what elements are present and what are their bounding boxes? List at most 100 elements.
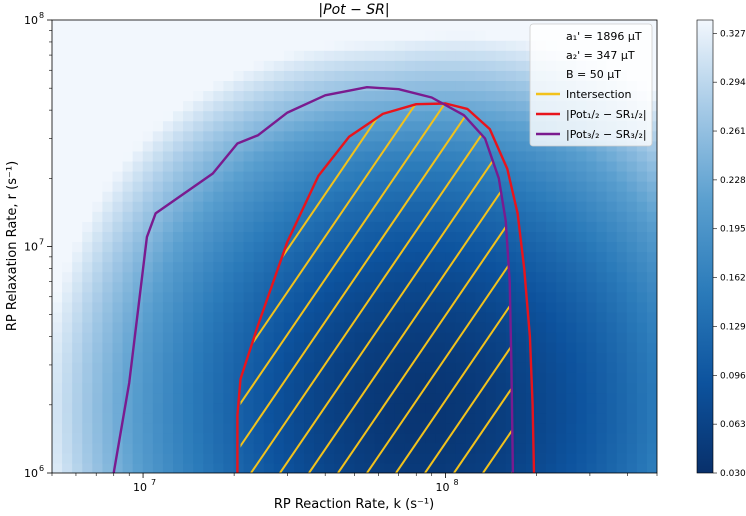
heatmap-cell bbox=[354, 40, 366, 51]
heatmap-cell bbox=[566, 372, 577, 383]
heatmap-cell bbox=[334, 322, 346, 333]
heatmap-cell bbox=[213, 211, 225, 222]
heatmap-cell bbox=[576, 432, 588, 444]
heatmap-cell bbox=[122, 80, 134, 92]
heatmap-cell bbox=[122, 352, 134, 363]
heatmap-cell bbox=[616, 261, 628, 273]
heatmap-cell bbox=[183, 120, 194, 132]
heatmap-cell bbox=[606, 462, 618, 473]
heatmap-cell bbox=[62, 100, 73, 112]
heatmap-cell bbox=[72, 160, 83, 172]
heatmap-cell bbox=[364, 140, 376, 152]
heatmap-cell bbox=[213, 332, 225, 343]
heatmap-cell bbox=[495, 70, 507, 81]
heatmap-cell bbox=[294, 442, 305, 454]
heatmap-cell bbox=[586, 301, 598, 313]
heatmap-cell bbox=[152, 382, 164, 394]
heatmap-cell bbox=[465, 90, 477, 102]
heatmap-cell bbox=[273, 442, 285, 454]
heatmap-cell bbox=[72, 422, 83, 434]
heatmap-cell bbox=[485, 100, 497, 112]
heatmap-cell bbox=[525, 181, 537, 192]
heatmap-cell bbox=[425, 90, 436, 102]
heatmap-cell bbox=[586, 452, 598, 464]
heatmap-cell bbox=[364, 382, 376, 394]
heatmap-cell bbox=[304, 110, 315, 122]
heatmap-cell bbox=[505, 80, 517, 92]
heatmap-cell bbox=[223, 30, 235, 41]
heatmap-cell bbox=[546, 311, 557, 323]
heatmap-cell bbox=[334, 171, 346, 182]
heatmap-cell bbox=[515, 70, 527, 81]
heatmap-cell bbox=[162, 422, 174, 434]
heatmap-cell bbox=[404, 90, 416, 102]
heatmap-cell bbox=[193, 362, 204, 373]
heatmap-cell bbox=[485, 241, 497, 253]
heatmap-cell bbox=[465, 110, 477, 122]
heatmap-cell bbox=[92, 271, 104, 283]
heatmap-cell bbox=[223, 120, 235, 132]
heatmap-cell bbox=[586, 160, 598, 172]
heatmap-cell bbox=[445, 402, 456, 414]
heatmap-cell bbox=[596, 201, 608, 212]
heatmap-cell bbox=[122, 181, 134, 192]
heatmap-cell bbox=[72, 342, 83, 353]
heatmap-cell bbox=[455, 392, 467, 404]
heatmap-cell bbox=[142, 160, 154, 172]
heatmap-cell bbox=[354, 70, 366, 81]
heatmap-cell bbox=[243, 110, 255, 122]
heatmap-cell bbox=[304, 181, 315, 192]
heatmap-cell bbox=[253, 342, 265, 353]
heatmap-cell bbox=[72, 100, 83, 112]
heatmap-cell bbox=[183, 291, 194, 303]
heatmap-cell bbox=[122, 40, 134, 51]
heatmap-cell bbox=[304, 251, 315, 263]
heatmap-cell bbox=[233, 452, 245, 464]
heatmap-cell bbox=[404, 311, 416, 323]
heatmap-cell bbox=[354, 301, 366, 313]
heatmap-cell bbox=[596, 221, 608, 232]
heatmap-cell bbox=[183, 392, 194, 404]
heatmap-cell bbox=[62, 261, 73, 273]
heatmap-cell bbox=[294, 342, 305, 353]
heatmap-cell bbox=[626, 181, 638, 192]
heatmap-cell bbox=[425, 221, 436, 232]
heatmap-cell bbox=[425, 231, 436, 243]
heatmap-cell bbox=[173, 261, 184, 273]
heatmap-cell bbox=[112, 50, 124, 61]
heatmap-cell bbox=[344, 60, 356, 71]
heatmap-cell bbox=[556, 181, 567, 192]
heatmap-cell bbox=[465, 40, 477, 51]
heatmap-cell bbox=[193, 100, 204, 112]
heatmap-cell bbox=[475, 362, 487, 373]
heatmap-cell bbox=[485, 130, 497, 142]
heatmap-cell bbox=[435, 90, 446, 102]
heatmap-cell bbox=[566, 332, 577, 343]
heatmap-cell bbox=[193, 191, 204, 202]
heatmap-cell bbox=[324, 100, 335, 112]
heatmap-cell bbox=[294, 221, 305, 232]
heatmap-cell bbox=[374, 221, 386, 232]
heatmap-cell bbox=[92, 120, 104, 132]
heatmap-cell bbox=[72, 432, 83, 444]
heatmap-cell bbox=[324, 221, 335, 232]
heatmap-cell bbox=[193, 171, 204, 182]
heatmap-cell bbox=[465, 392, 477, 404]
colorbar-gradient bbox=[696, 19, 714, 474]
heatmap-cell bbox=[223, 50, 235, 61]
heatmap-cell bbox=[52, 261, 63, 273]
heatmap-cell bbox=[273, 150, 285, 162]
heatmap-cell bbox=[435, 80, 446, 92]
heatmap-cell bbox=[324, 251, 335, 263]
heatmap-cell bbox=[324, 422, 335, 434]
heatmap-cell bbox=[213, 30, 225, 41]
heatmap-cell bbox=[233, 372, 245, 383]
heatmap-cell bbox=[82, 392, 93, 404]
heatmap-cell bbox=[455, 171, 467, 182]
heatmap-cell bbox=[263, 432, 275, 444]
heatmap-cell bbox=[112, 342, 124, 353]
heatmap-cell bbox=[52, 211, 63, 222]
heatmap-cell bbox=[243, 372, 255, 383]
heatmap-cell bbox=[364, 392, 376, 404]
heatmap-cell bbox=[152, 261, 164, 273]
